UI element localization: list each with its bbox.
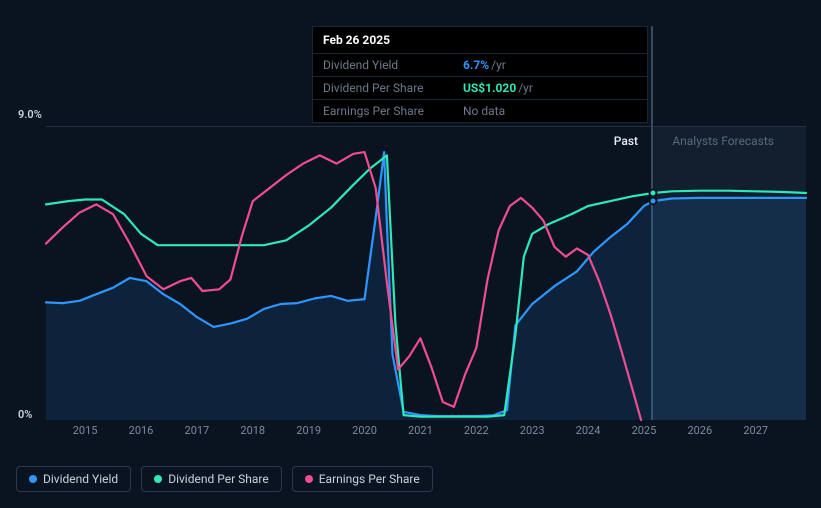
x-tick: 2024 [576,424,601,437]
x-axis: 2015 2016 2017 2018 2019 2020 2021 2022 2023 2024… [46,424,806,442]
x-tick: 2026 [687,424,712,437]
tooltip-unit: /yr [491,58,506,72]
chart-svg [46,126,806,420]
series-marker [648,188,657,197]
legend-dividend-yield[interactable]: Dividend Yield [16,466,131,492]
series-marker [648,197,657,206]
legend-label: Dividend Yield [43,472,118,486]
tooltip-row: Dividend Per Share US$1.020 /yr [313,77,647,100]
tooltip-label: Dividend Per Share [323,81,463,95]
tooltip-value: 6.7% [463,58,489,72]
circle-icon [154,475,162,483]
legend-label: Dividend Per Share [168,472,269,486]
x-tick: 2027 [743,424,768,437]
plot-area[interactable]: Past Analysts Forecasts [46,126,806,420]
tooltip-date: Feb 26 2025 [313,27,647,54]
legend-dividend-per-share[interactable]: Dividend Per Share [141,466,282,492]
x-tick: 2023 [520,424,545,437]
dividend-chart: Feb 26 2025 Dividend Yield 6.7% /yr Divi… [0,0,821,508]
tooltip-row: Earnings Per Share No data [313,100,647,122]
tooltip-row: Dividend Yield 6.7% /yr [313,54,647,77]
tooltip-value: US$1.020 [463,81,516,95]
x-tick: 2019 [296,424,321,437]
y-axis-min: 0% [18,408,32,421]
y-axis-max: 9.0% [18,108,42,121]
x-tick: 2016 [129,424,154,437]
chart-tooltip: Feb 26 2025 Dividend Yield 6.7% /yr Divi… [312,26,648,123]
tooltip-unit: /yr [518,81,533,95]
tooltip-value: No data [463,104,505,118]
tooltip-label: Earnings Per Share [323,104,463,118]
x-tick: 2020 [352,424,377,437]
x-tick: 2022 [464,424,489,437]
tooltip-label: Dividend Yield [323,58,463,72]
chart-legend: Dividend Yield Dividend Per Share Earnin… [16,466,433,492]
x-tick: 2021 [408,424,433,437]
x-tick: 2025 [632,424,657,437]
legend-label: Earnings Per Share [319,472,420,486]
circle-icon [305,475,313,483]
circle-icon [29,475,37,483]
x-tick: 2015 [73,424,98,437]
x-tick: 2018 [240,424,265,437]
x-tick: 2017 [185,424,210,437]
legend-earnings-per-share[interactable]: Earnings Per Share [292,466,433,492]
